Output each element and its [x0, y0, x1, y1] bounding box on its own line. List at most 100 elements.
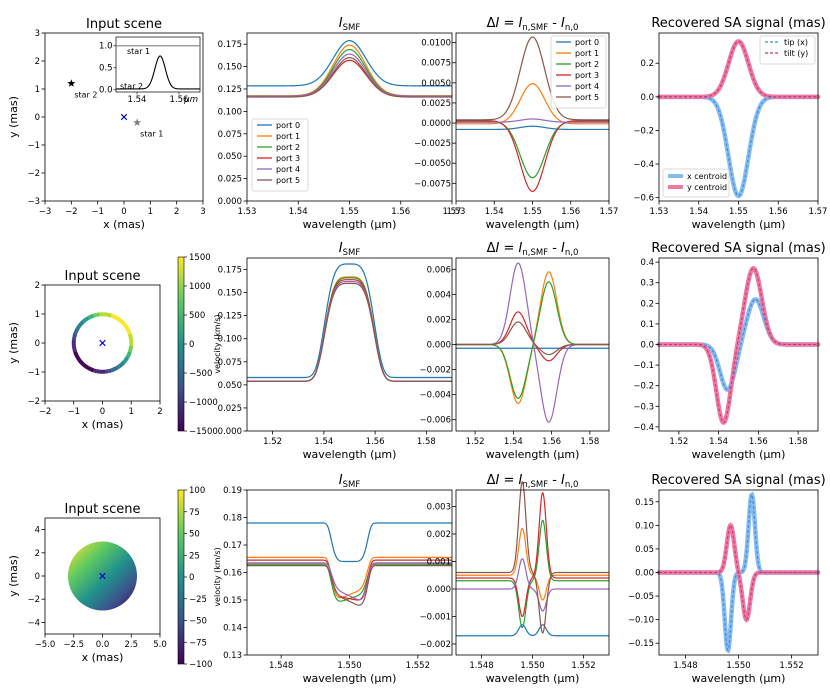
delta-legend-entry: port 1	[575, 49, 599, 58]
scene-xtick-label: 2	[174, 207, 179, 217]
scene-xtick-label: 1	[129, 407, 134, 417]
delta-xtick-label: 1.550	[520, 661, 544, 671]
scene-ytick-label: 2	[35, 549, 40, 559]
scene-xtick-label: −2	[39, 407, 52, 417]
smf-ytick-label: 0.18	[223, 514, 242, 524]
inset-xtick-label: 1.54	[128, 95, 147, 105]
delta-ytick-label: 0.0025	[421, 99, 451, 109]
ring-segment	[129, 331, 130, 334]
velocity-colorbar	[178, 257, 184, 431]
ring-segment	[74, 334, 75, 337]
smf-xtick-label: 1.54	[314, 437, 333, 447]
panel-title: ΔI = In,SMF - In,0	[487, 473, 579, 490]
inset-ytick-label: 0.5	[99, 63, 113, 73]
smf-ytick-label: 0.025	[218, 175, 242, 185]
delta-ytick-label: −0.001	[420, 613, 451, 623]
ring-segment	[78, 326, 80, 329]
ring-segment	[122, 322, 124, 324]
x-axis-label: wavelength (μm)	[692, 672, 786, 685]
scene-xtick-label: 2	[157, 407, 162, 417]
sa-ytick-label: −0.05	[628, 592, 654, 602]
scene-xtick-label: 0.0	[96, 640, 110, 650]
sa-ytick-label: −0.1	[633, 361, 654, 371]
delta-ytick-label: 0.004	[427, 290, 451, 300]
smf-ytick-label: 0.175	[218, 266, 242, 276]
inset-label: star 2	[120, 82, 143, 91]
sa-xtick-label: 1.52	[669, 437, 688, 447]
sa-ytick-label: 0.3	[640, 279, 654, 289]
velocity-colorbar-tick-label: 1000	[189, 282, 211, 292]
scene-ytick-label: 3	[35, 29, 40, 39]
ring-segment	[122, 362, 124, 364]
delta-ytick-label: 0.000	[427, 585, 451, 595]
delta-series-port-3	[456, 493, 609, 617]
smf-ytick-label: 0.100	[218, 335, 242, 345]
ring-segment	[75, 352, 76, 355]
inset-xunit: μm	[183, 95, 198, 105]
smf-ytick-label: 0.17	[223, 541, 242, 551]
delta-xtick-label: 1.55	[523, 207, 542, 217]
smf-ytick-label: 0.175	[218, 40, 242, 50]
panel-title: ΔI = In,SMF - In,0	[487, 241, 579, 258]
ring-segment	[111, 316, 114, 317]
x-axis-label: x (mas)	[82, 651, 124, 664]
ring-segment	[88, 317, 91, 318]
sa-ytick-label: 0.0	[640, 341, 654, 351]
smf-series-port-2	[247, 50, 452, 97]
velocity-colorbar-tick-label: 75	[189, 508, 200, 518]
sa-xtick-label: 1.550	[726, 661, 750, 671]
star-marker	[133, 118, 141, 126]
smf-xtick-label: 1.53	[238, 207, 257, 217]
velocity-colorbar-tick-label: 100	[189, 486, 205, 496]
delta-xtick-label: 1.56	[542, 437, 561, 447]
scene-xtick-label: −5.0	[35, 640, 56, 650]
scene-ytick-label: −1	[27, 368, 40, 378]
delta-xtick-label: 1.54	[485, 207, 504, 217]
panel-title: ISMF	[339, 16, 361, 33]
delta-ytick-label: 0.001	[427, 558, 451, 568]
delta-ytick-label: 0.0050	[421, 79, 451, 89]
velocity-colorbar-tick-label: 25	[189, 551, 200, 561]
panel-title: ISMF	[339, 241, 361, 258]
ring-segment	[76, 355, 77, 358]
x-axis-label: wavelength (μm)	[486, 218, 580, 231]
smf-ytick-label: 0.050	[218, 381, 242, 391]
smf-ytick-label: 0.16	[223, 569, 242, 579]
smf-ytick-label: 0.15	[223, 596, 242, 606]
sa-legend-top-entry: tip (x)	[784, 38, 808, 47]
scene-ytick-label: 2	[35, 57, 40, 67]
delta-ytick-label: −0.004	[420, 391, 451, 401]
smf-ytick-label: 0.075	[218, 130, 242, 140]
velocity-colorbar-tick-label: −25	[189, 595, 207, 605]
smf-ytick-label: 0.13	[223, 651, 242, 661]
ring-segment	[94, 315, 97, 316]
ring-segment	[79, 360, 81, 362]
sa-ytick-label: −0.3	[633, 402, 654, 412]
velocity-colorbar-tick-label: −100	[189, 660, 212, 670]
scene-ytick-label: −4	[27, 618, 40, 628]
delta-legend-entry: port 4	[575, 82, 599, 91]
sa-ytick-label: 0.1	[640, 320, 654, 330]
smf-ytick-label: 0.125	[218, 85, 242, 95]
scene-xtick-label: 0	[100, 407, 105, 417]
sa-ytick-label: −0.2	[633, 382, 654, 392]
star-label: star 2	[74, 90, 97, 99]
ring-segment	[83, 364, 85, 366]
scene-ytick-label: 0	[35, 572, 40, 582]
panel-title: ΔI = In,SMF - In,0	[487, 16, 579, 33]
x-axis-label: wavelength (μm)	[692, 448, 786, 461]
delta-ytick-label: 0.0075	[421, 59, 451, 69]
x-axis-label: x (mas)	[103, 218, 145, 231]
ring-segment	[117, 366, 120, 368]
sa-ytick-label: 0.2	[640, 59, 654, 69]
delta-series-port-0	[456, 625, 609, 636]
scene-title: Input scene	[65, 502, 141, 517]
ring-segment	[119, 320, 121, 322]
scene-title: Input scene	[65, 269, 141, 284]
delta-ytick-label: −0.002	[420, 366, 451, 376]
x-axis-label: x (mas)	[82, 418, 124, 431]
delta-xtick-label: 1.58	[580, 437, 599, 447]
delta-ytick-label: 0.003	[427, 503, 451, 513]
delta-xtick-label: 1.53	[447, 207, 466, 217]
delta-xtick-label: 1.548	[469, 661, 493, 671]
